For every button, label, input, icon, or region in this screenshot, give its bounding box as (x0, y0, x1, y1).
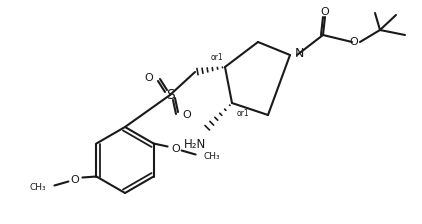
Text: S: S (165, 88, 174, 102)
Text: O: O (171, 144, 180, 153)
Text: O: O (349, 37, 358, 47)
Text: CH₃: CH₃ (30, 183, 46, 192)
Text: O: O (321, 7, 330, 17)
Text: H₂N: H₂N (184, 138, 206, 151)
Text: CH₃: CH₃ (203, 152, 220, 161)
Text: O: O (70, 174, 79, 185)
Text: O: O (183, 110, 191, 120)
Text: N: N (295, 47, 304, 60)
Text: or1: or1 (237, 108, 250, 118)
Text: or1: or1 (211, 52, 224, 62)
Text: O: O (145, 73, 153, 83)
